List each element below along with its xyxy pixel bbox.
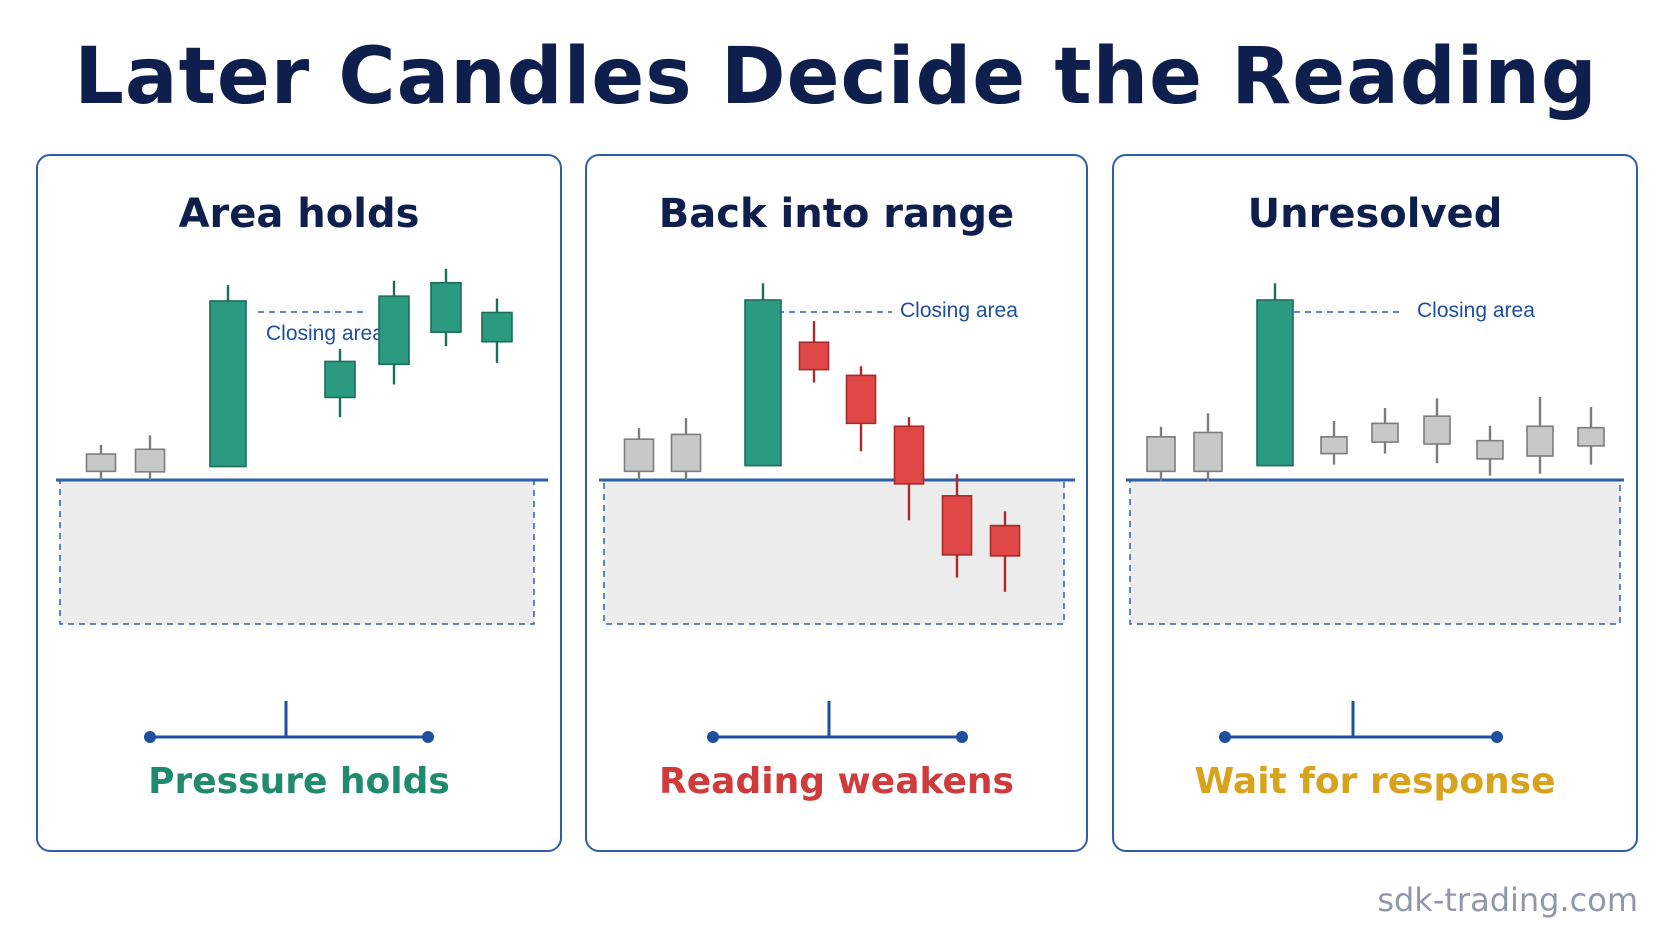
candlestick-diagram: Closing area <box>599 283 1075 743</box>
page-title: Later Candles Decide the Reading <box>74 32 1598 122</box>
candle-body <box>941 495 973 556</box>
candle-body <box>1476 439 1504 460</box>
outcome-label: Reading weakens <box>659 761 1014 802</box>
candlestick-diagram: Closing area <box>56 268 548 743</box>
neutral-candle <box>1146 426 1176 482</box>
neutral-candle <box>1423 398 1451 464</box>
candle-body <box>324 360 356 399</box>
candles <box>85 268 513 480</box>
candle-body <box>670 433 702 473</box>
timeline-end-dot <box>1491 731 1503 743</box>
candles <box>1146 283 1605 482</box>
closing-area-label: Closing area <box>266 322 384 345</box>
candle-body <box>1371 422 1399 443</box>
timeline-end-dot <box>422 731 434 743</box>
timeline-end-dot <box>956 731 968 743</box>
candle-body <box>481 311 513 343</box>
bear-candle <box>941 474 973 578</box>
neutral-candle <box>623 428 655 480</box>
timeline-start-dot <box>707 731 719 743</box>
candle-body <box>1577 426 1605 447</box>
outcome-label: Pressure holds <box>148 761 450 802</box>
candle-body <box>1526 425 1554 457</box>
range-zone <box>603 479 1065 625</box>
neutral-candle <box>670 418 702 480</box>
neutral-candle <box>1320 420 1348 465</box>
candle-body <box>989 524 1021 557</box>
candle-body <box>623 438 655 473</box>
candle-body <box>1256 299 1294 467</box>
candle-body <box>893 425 925 485</box>
candle-body <box>430 281 462 333</box>
candle-body <box>134 448 166 473</box>
neutral-candle <box>1193 413 1223 482</box>
neutral-candle <box>1476 425 1504 476</box>
candle-body <box>209 300 247 468</box>
range-zone <box>59 479 535 625</box>
panel-unresolved: Unresolved Closing area Wait for respons… <box>1112 154 1638 852</box>
candle-body <box>845 374 877 425</box>
bull-candle <box>430 268 462 347</box>
timeline-start-dot <box>144 731 156 743</box>
candlestick-diagram: Closing area <box>1126 283 1624 743</box>
candle-body <box>378 295 410 366</box>
candle-body <box>1146 435 1176 473</box>
candle-body <box>798 341 830 371</box>
neutral-candle <box>85 444 117 480</box>
closing-area-label: Closing area <box>1417 299 1535 322</box>
timeline-start-dot <box>1219 731 1231 743</box>
bear-candle <box>845 366 877 452</box>
panel-title: Unresolved <box>1247 191 1503 237</box>
bull-candle <box>378 280 410 385</box>
outcome-label: Wait for response <box>1194 761 1556 802</box>
bull-candle <box>744 283 782 467</box>
bull-candle <box>209 285 247 468</box>
neutral-candle <box>1526 396 1554 474</box>
neutral-candle <box>134 435 166 480</box>
bull-candle <box>481 298 513 363</box>
candle-body <box>744 299 782 467</box>
bull-candle <box>324 348 356 418</box>
bull-candle <box>1256 283 1294 467</box>
candles <box>623 283 1021 592</box>
neutral-candle <box>1371 408 1399 454</box>
panel-title: Back into range <box>658 191 1015 237</box>
candle-body <box>85 453 117 473</box>
neutral-candle <box>1577 407 1605 465</box>
candle-body <box>1320 435 1348 455</box>
range-zone <box>1129 479 1621 625</box>
bear-candle <box>798 321 830 383</box>
panel-title: Area holds <box>178 191 420 237</box>
watermark: sdk-trading.com <box>1377 881 1638 919</box>
bear-candle <box>893 417 925 521</box>
panel-area-holds: Area holds Closing area Pressure holds <box>36 154 562 852</box>
bear-candle <box>989 511 1021 592</box>
candle-body <box>1193 431 1223 473</box>
panel-back-into-range: Back into range Closing area Reading wea… <box>585 154 1088 852</box>
candle-body <box>1423 415 1451 445</box>
closing-area-label: Closing area <box>900 299 1018 322</box>
